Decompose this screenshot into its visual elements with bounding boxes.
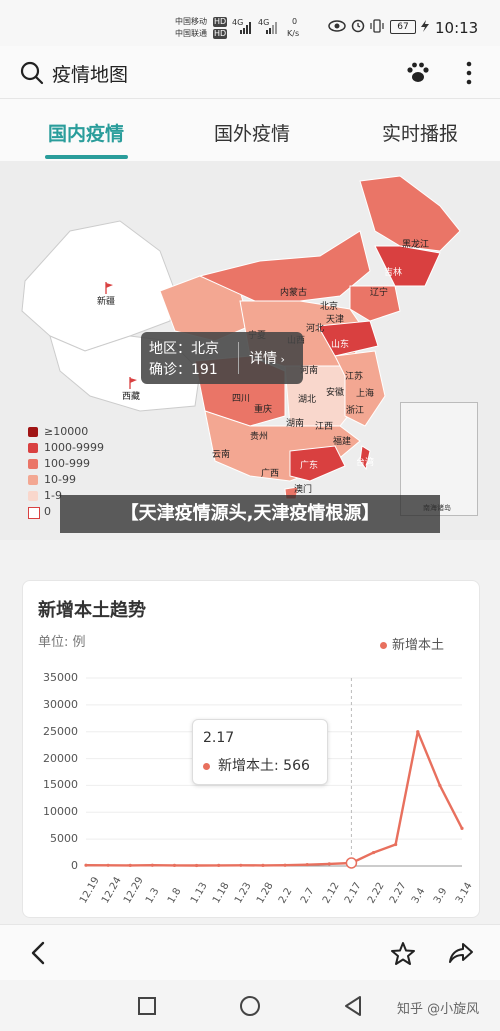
label-inner-mongolia: 内蒙古	[280, 288, 308, 298]
label-hubei: 湖北	[298, 395, 317, 405]
chart-unit: 单位: 例	[38, 635, 86, 650]
home-icon[interactable]	[239, 995, 261, 1017]
label-anhui: 安徽	[326, 388, 345, 398]
more-menu-icon[interactable]	[465, 60, 473, 86]
y-tick-label: 30000	[43, 697, 78, 711]
label-guangdong: 广东	[300, 461, 319, 471]
speed-value: 0	[292, 17, 298, 26]
y-tick-label: 10000	[43, 805, 78, 819]
vibrate-icon	[370, 19, 384, 33]
charging-icon	[421, 20, 429, 32]
chart-tooltip: 2.17 新增本土: 566	[192, 719, 328, 785]
tab-bar: 国内疫情 国外疫情 实时播报	[0, 99, 500, 161]
map-tooltip: 地区：北京 确诊：191 详情 ›	[141, 332, 303, 384]
label-liaoning: 辽宁	[370, 288, 389, 298]
alarm-icon	[351, 19, 365, 33]
recent-apps-icon[interactable]	[137, 996, 157, 1016]
label-jilin: 吉林	[384, 268, 403, 278]
y-tick-label: 5000	[50, 832, 78, 846]
y-tick-label: 0	[71, 859, 78, 872]
label-guangxi: 广西	[261, 469, 280, 479]
tooltip-region-value: 北京	[191, 341, 219, 357]
tooltip-dot	[203, 763, 210, 770]
label-heilongjiang: 黑龙江	[402, 240, 430, 250]
eye-icon	[328, 20, 346, 32]
label-taiwan: 台湾	[356, 458, 375, 468]
label-chongqing: 重庆	[254, 405, 273, 415]
chart-legend[interactable]: 新增本土	[380, 634, 444, 653]
star-icon[interactable]	[390, 941, 416, 965]
label-fujian: 福建	[333, 437, 352, 447]
label-yunnan: 云南	[212, 450, 231, 460]
label-beijing: 北京	[320, 302, 339, 312]
label-sichuan: 四川	[232, 394, 251, 404]
label-henan: 河南	[300, 366, 319, 376]
baidu-paw-icon[interactable]	[405, 60, 431, 86]
tooltip-confirmed-label: 确诊：	[149, 362, 191, 378]
active-tab-indicator	[45, 155, 128, 159]
chart-tooltip-value: 566	[283, 758, 310, 774]
hd-badge-2: HD	[213, 29, 228, 39]
y-tick-label: 20000	[43, 751, 78, 765]
legend-label: 新增本土	[392, 638, 445, 653]
flag-icon-xinjiang	[105, 282, 113, 294]
chart-title: 新增本土趋势	[38, 600, 146, 621]
signal-icon-2	[266, 22, 277, 34]
label-zhejiang: 浙江	[346, 406, 365, 416]
y-tick-label: 25000	[43, 724, 78, 738]
network-type-2: 4G	[258, 18, 270, 27]
carrier-2: 中国联通	[175, 29, 207, 38]
label-xinjiang: 新疆	[97, 297, 116, 307]
label-shanghai: 上海	[356, 389, 375, 399]
tab-international[interactable]: 国外疫情	[213, 123, 290, 145]
tooltip-confirmed-value: 191	[191, 362, 218, 378]
label-tibet: 西藏	[122, 392, 141, 402]
label-hebei: 河北	[306, 324, 325, 334]
battery-icon: 67	[390, 20, 416, 34]
flag-icon-tibet	[129, 377, 137, 389]
tooltip-region-label: 地区：	[149, 341, 191, 357]
chart-tooltip-date: 2.17	[203, 730, 235, 746]
back-arrow-icon[interactable]	[30, 941, 46, 965]
y-tick-label: 15000	[43, 778, 78, 792]
label-hunan: 湖南	[286, 419, 305, 429]
label-guizhou: 贵州	[250, 432, 269, 442]
clock: 10:13	[435, 19, 479, 37]
system-nav-bar: 知乎 @小旋风	[0, 980, 500, 1031]
signal-icon	[240, 22, 251, 34]
y-tick-label: 35000	[43, 671, 78, 684]
label-shandong: 山东	[331, 340, 350, 350]
legend-dot	[380, 642, 387, 649]
page-title: 疫情地图	[52, 64, 129, 86]
search-icon[interactable]	[20, 61, 44, 85]
label-tianjin: 天津	[326, 315, 345, 325]
app-header: 疫情地图	[0, 46, 500, 99]
nav-back-icon[interactable]	[343, 995, 363, 1017]
speed-unit: K/s	[287, 29, 300, 38]
label-jiangsu: 江苏	[345, 372, 364, 382]
label-jiangxi: 江西	[315, 422, 334, 432]
bottom-action-bar	[0, 924, 500, 981]
tooltip-detail-link[interactable]: 详情 ›	[249, 351, 285, 367]
carrier-1: 中国移动	[175, 17, 207, 26]
hd-badge-1: HD	[213, 17, 228, 27]
network-type-1: 4G	[232, 18, 244, 27]
tab-domestic[interactable]: 国内疫情	[47, 123, 124, 145]
tab-live-report[interactable]: 实时播报	[381, 123, 458, 145]
chevron-right-icon: ›	[277, 353, 285, 366]
watermark: 知乎 @小旋风	[397, 1002, 480, 1017]
share-icon[interactable]	[448, 942, 474, 964]
status-bar: 中国移动 中国联通 HD HD 4G 4G 0 K/s 67 10:13	[0, 0, 500, 46]
label-macau: 澳门	[294, 485, 313, 495]
chart-tooltip-series: 新增本土	[218, 758, 274, 774]
title-banner: 【天津疫情源头,天津疫情根源】	[60, 495, 440, 533]
